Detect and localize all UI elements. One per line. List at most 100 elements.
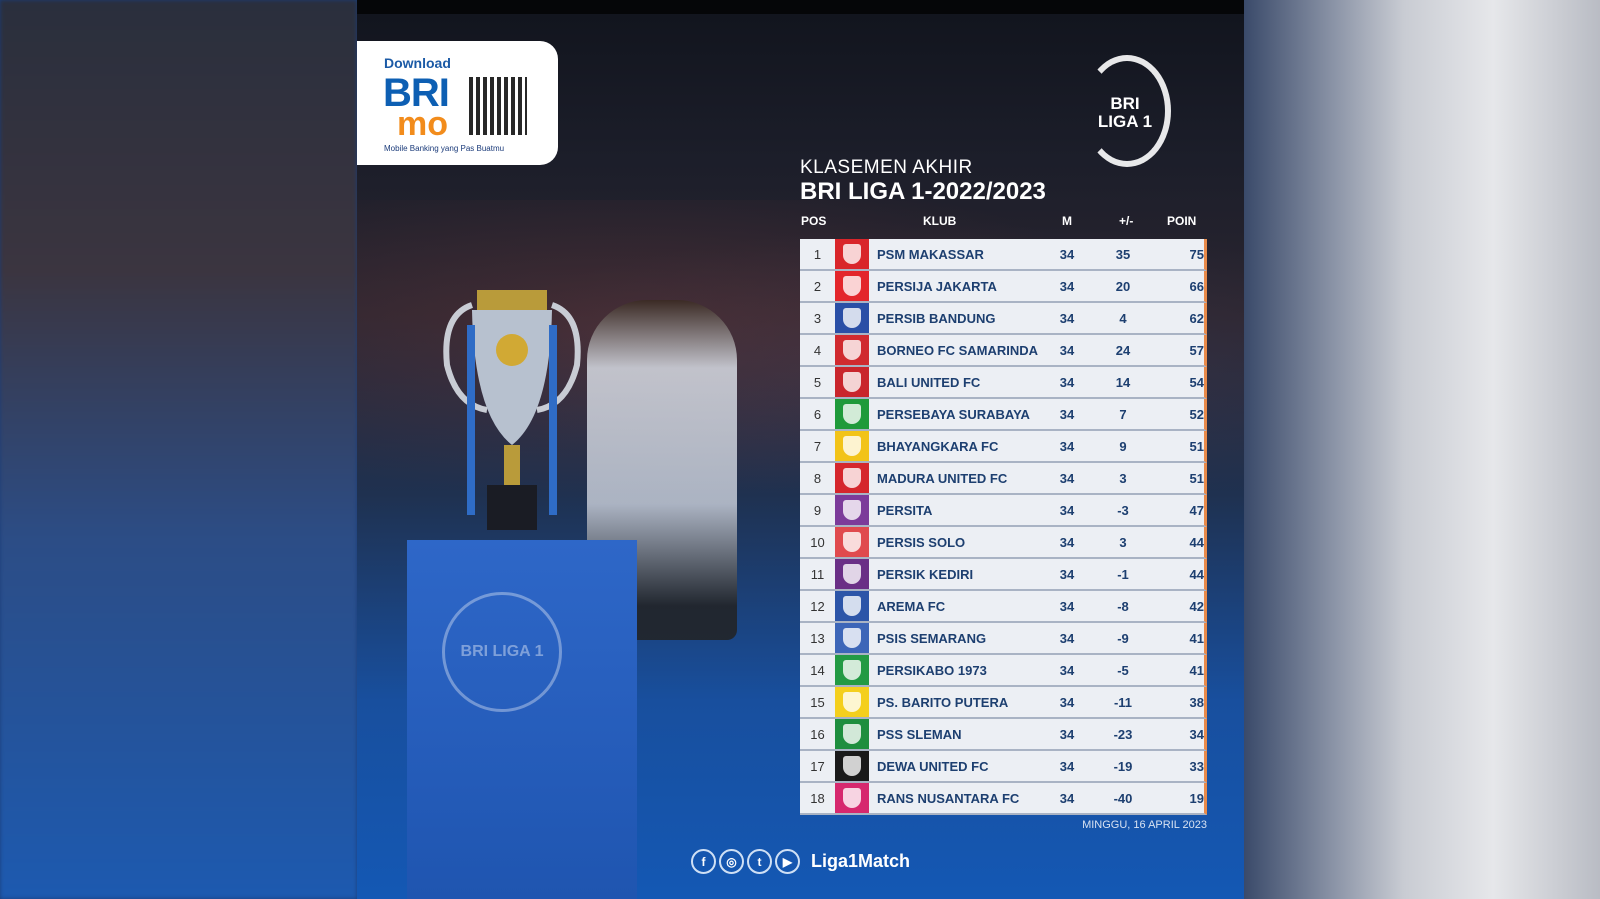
- row-goal-diff: 7: [1119, 406, 1127, 422]
- trophy-image: [443, 290, 581, 530]
- row-matches: 34: [1059, 726, 1075, 742]
- row-pos: 6: [813, 406, 822, 422]
- table-row: 1 PSM MAKASSAR 34 35 75: [800, 239, 1207, 271]
- row-matches: 34: [1059, 374, 1075, 390]
- row-goal-diff: -19: [1113, 758, 1133, 774]
- row-goal-diff: -5: [1117, 662, 1129, 678]
- header-pts: POIN: [1167, 214, 1197, 228]
- table-row: 8 MADURA UNITED FC 34 3 51: [800, 463, 1207, 495]
- social-handle[interactable]: Liga1Match: [811, 851, 911, 871]
- table-row: 17 DEWA UNITED FC 34 -19 33: [800, 751, 1207, 783]
- row-points: 44: [1189, 534, 1204, 550]
- table-row: 13 PSIS SEMARANG 34 -9 41: [800, 623, 1207, 655]
- table-row: 5 BALI UNITED FC 34 14 54: [800, 367, 1207, 399]
- row-matches: 34: [1059, 758, 1075, 774]
- row-matches: 34: [1059, 246, 1075, 262]
- ad-brand-bri: BRI: [383, 71, 450, 115]
- row-club: PSIS SEMARANG: [877, 630, 987, 646]
- row-club: BALI UNITED FC: [877, 374, 981, 390]
- blurred-background-right: [1244, 0, 1600, 899]
- row-matches: 34: [1059, 598, 1075, 614]
- row-goal-diff: -23: [1113, 726, 1133, 742]
- row-goal-diff: -3: [1117, 502, 1129, 518]
- row-club: MADURA UNITED FC: [877, 470, 1008, 486]
- youtube-icon[interactable]: ▶: [775, 849, 800, 874]
- row-club: PERSEBAYA SURABAYA: [877, 406, 1030, 422]
- row-matches: 34: [1059, 534, 1075, 550]
- header-pos: POS: [801, 214, 827, 228]
- row-club: PERSIS SOLO: [877, 534, 966, 550]
- row-goal-diff: 3: [1119, 534, 1127, 550]
- club-logo-icon: [835, 271, 869, 301]
- club-logo-icon: [835, 687, 869, 717]
- twitter-icon[interactable]: t: [747, 849, 772, 874]
- table-row: 14 PERSIKABO 1973 34 -5 41: [800, 655, 1207, 687]
- header-gd: +/-: [1119, 214, 1134, 228]
- row-goal-diff: -9: [1117, 630, 1129, 646]
- row-pos: 11: [810, 566, 825, 582]
- row-matches: 34: [1059, 790, 1075, 806]
- blurred-background-left: [0, 0, 357, 899]
- row-matches: 34: [1059, 694, 1075, 710]
- header-m: M: [1062, 214, 1072, 228]
- row-club: AREMA FC: [877, 598, 946, 614]
- table-row: 7 BHAYANGKARA FC 34 9 51: [800, 431, 1207, 463]
- row-points: 57: [1189, 342, 1204, 358]
- date-label: MINGGU, 16 APRIL 2023: [1082, 819, 1207, 831]
- header-club: KLUB: [923, 214, 957, 228]
- row-points: 38: [1189, 694, 1204, 710]
- liga1-logo: BRI LIGA 1: [1075, 45, 1175, 167]
- row-points: 51: [1189, 470, 1204, 486]
- row-club: DEWA UNITED FC: [877, 758, 989, 774]
- pedestal-league-logo: BRI LIGA 1: [442, 592, 562, 712]
- row-points: 41: [1189, 662, 1204, 678]
- row-goal-diff: -11: [1113, 694, 1133, 710]
- instagram-icon[interactable]: ◎: [719, 849, 744, 874]
- table-row: 2 PERSIJA JAKARTA 34 20 66: [800, 271, 1207, 303]
- row-pos: 4: [813, 342, 822, 358]
- table-row: 15 PS. BARITO PUTERA 34 -11 38: [800, 687, 1207, 719]
- row-points: 54: [1189, 374, 1204, 390]
- qr-code: [469, 77, 527, 135]
- row-goal-diff: 3: [1119, 470, 1127, 486]
- club-logo-icon: [835, 751, 869, 781]
- row-club: PSS SLEMAN: [877, 726, 962, 742]
- row-club: PERSIJA JAKARTA: [877, 278, 997, 294]
- row-club: RANS NUSANTARA FC: [877, 790, 1020, 806]
- club-logo-icon: [835, 303, 869, 333]
- row-club: PERSIKABO 1973: [877, 662, 987, 678]
- row-pos: 10: [810, 534, 825, 550]
- row-pos: 12: [810, 598, 825, 614]
- club-logo-icon: [835, 239, 869, 269]
- brimo-ad[interactable]: Download BRI mo Mobile Banking yang Pas …: [357, 41, 558, 165]
- row-club: BHAYANGKARA FC: [877, 438, 999, 454]
- row-points: 19: [1189, 790, 1204, 806]
- row-club: PSM MAKASSAR: [877, 246, 984, 262]
- standings-poster: BRI LIGA 1 Download BRI mo Mobile Bankin…: [357, 0, 1244, 899]
- ad-brand-mo: mo: [397, 105, 448, 143]
- row-club: PERSIK KEDIRI: [877, 566, 974, 582]
- table-row: 9 PERSITA 34 -3 47: [800, 495, 1207, 527]
- row-pos: 1: [813, 246, 822, 262]
- facebook-icon[interactable]: f: [691, 849, 716, 874]
- row-pos: 15: [810, 694, 825, 710]
- row-club: PS. BARITO PUTERA: [877, 694, 1009, 710]
- row-points: 34: [1189, 726, 1204, 742]
- row-points: 62: [1189, 310, 1204, 326]
- row-club: BORNEO FC SAMARINDA: [877, 342, 1039, 358]
- club-logo-icon: [835, 367, 869, 397]
- row-club: PERSITA: [877, 502, 933, 518]
- row-matches: 34: [1059, 566, 1075, 582]
- club-logo-icon: [835, 527, 869, 557]
- row-points: 75: [1189, 246, 1204, 262]
- table-row: 18 RANS NUSANTARA FC 34 -40 19: [800, 783, 1207, 815]
- club-logo-icon: [835, 591, 869, 621]
- club-logo-icon: [835, 655, 869, 685]
- row-matches: 34: [1059, 406, 1075, 422]
- row-points: 47: [1189, 502, 1204, 518]
- club-logo-icon: [835, 495, 869, 525]
- row-goal-diff: -40: [1113, 790, 1133, 806]
- row-points: 66: [1189, 278, 1204, 294]
- club-logo-icon: [835, 559, 869, 589]
- row-pos: 16: [810, 726, 825, 742]
